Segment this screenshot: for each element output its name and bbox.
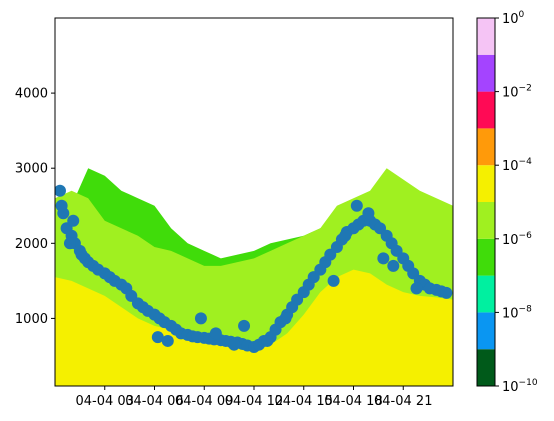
colorbar-bin — [477, 165, 495, 202]
colorbar-tick-label: 10−8 — [502, 304, 532, 321]
colorbar-tick-label: 100 — [502, 10, 525, 27]
x-tick-label: 04-04 18 — [324, 394, 382, 409]
scatter-point — [362, 207, 375, 220]
scatter-point — [55, 184, 66, 197]
colorbar-bin — [477, 18, 495, 55]
colorbar-tick-exponent: −4 — [519, 157, 533, 167]
y-tick-label: 4000 — [15, 87, 48, 102]
colorbar-tick-exponent: −2 — [519, 84, 532, 94]
scatter-point — [440, 286, 453, 299]
y-tick-label: 2000 — [15, 237, 48, 252]
y-axis: 1000 2000 3000 4000 — [15, 87, 55, 327]
scatter-point — [279, 312, 292, 325]
colorbar-frame — [476, 17, 496, 387]
colorbar-bin — [477, 312, 495, 350]
colorbar-bin — [477, 54, 495, 92]
scatter-point — [350, 199, 363, 212]
field-layer-low-layer — [55, 269, 453, 386]
scatter-point — [387, 259, 400, 272]
scatter-point — [67, 214, 80, 227]
x-tick-label: 04-04 03 — [76, 394, 134, 409]
scatter-point — [377, 252, 390, 265]
scatter-point — [238, 319, 251, 332]
colorbar: 10−10 10−8 10−6 10−4 10−2 100 — [476, 10, 538, 395]
scatter-point — [75, 248, 88, 261]
x-tick-label: 04-04 15 — [275, 394, 333, 409]
colorbar-tick-label: 10−10 — [502, 378, 538, 395]
scatter-point — [151, 331, 164, 344]
colorbar-bin — [477, 349, 495, 386]
scatter-point — [194, 312, 207, 325]
scatter-series — [55, 184, 453, 353]
colorbar-tick-label: 10−2 — [502, 84, 532, 101]
x-tick-label: 04-04 21 — [374, 394, 432, 409]
scatter-point — [261, 334, 274, 347]
x-tick-label: 04-04 09 — [175, 394, 233, 409]
x-tick-label: 04-04 12 — [225, 394, 283, 409]
colorbar-tick-exponent: 0 — [519, 10, 525, 20]
colorbar-tick-exponent: −10 — [519, 378, 538, 388]
x-tick-label: 04-04 06 — [125, 394, 183, 409]
colorbar-bin — [477, 128, 495, 166]
y-tick-label: 1000 — [15, 312, 48, 327]
colorbar-bin — [477, 202, 495, 239]
scatter-point — [209, 327, 222, 340]
y-tick-label: 3000 — [15, 162, 48, 177]
colorbar-tick-exponent: −8 — [519, 304, 533, 314]
colorbar-tick-exponent: −6 — [519, 231, 533, 241]
colorbar-bin — [477, 238, 495, 276]
scatter-point — [55, 199, 68, 212]
scatter-point — [339, 229, 352, 242]
colorbar-bin — [477, 275, 495, 313]
scatter-point — [161, 334, 174, 347]
scatter-point — [410, 282, 423, 295]
colorbar-tick-label: 10−6 — [502, 231, 532, 248]
colorbar-tick-label: 10−4 — [502, 157, 532, 174]
scatter-point — [63, 237, 76, 250]
scatter-point — [327, 274, 340, 287]
colorbar-bin — [477, 91, 495, 129]
scatter-point — [228, 338, 241, 351]
